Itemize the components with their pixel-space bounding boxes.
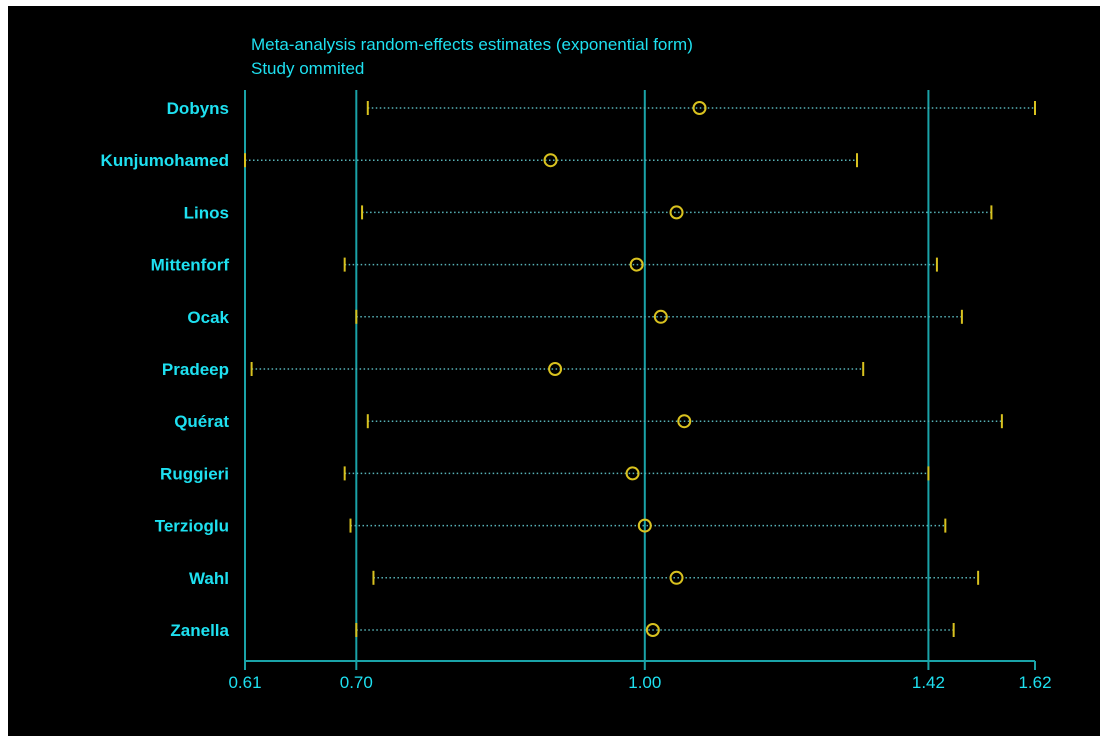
estimate-marker <box>677 414 692 429</box>
study-row: Kunjumohamed <box>101 151 859 170</box>
chart-frame: Meta-analysis random-effects estimates (… <box>8 6 1100 736</box>
study-row: Ruggieri <box>160 464 930 483</box>
study-label: Mittenforf <box>151 256 230 275</box>
study-label: Ocak <box>187 308 229 327</box>
study-row: Dobyns <box>167 99 1036 118</box>
study-label: Dobyns <box>167 99 229 118</box>
study-label: Kunjumohamed <box>101 151 229 170</box>
estimate-marker <box>548 362 563 376</box>
estimate-marker <box>653 309 668 324</box>
study-row: Linos <box>184 203 993 222</box>
study-row: Zanella <box>170 621 955 640</box>
study-row: Terzioglu <box>155 517 947 536</box>
study-row: Ocak <box>187 308 963 327</box>
study-label: Ruggieri <box>160 464 229 483</box>
estimate-marker <box>625 466 640 481</box>
study-label: Wahl <box>189 569 229 588</box>
study-label: Linos <box>184 203 229 222</box>
x-tick-label: 1.42 <box>912 673 945 692</box>
estimate-marker <box>692 101 707 115</box>
reference-lines <box>244 90 930 661</box>
study-row: Pradeep <box>162 360 865 379</box>
chart-title: Meta-analysis random-effects estimates (… <box>251 35 693 54</box>
study-label: Terzioglu <box>155 517 229 536</box>
x-tick-label: 1.00 <box>628 673 661 692</box>
study-label: Pradeep <box>162 360 229 379</box>
study-row: Quérat <box>174 412 1003 431</box>
study-rows: Dobyns Kunjumohamed Linos Mittenforf Ocak Pra… <box>101 99 1036 640</box>
x-tick-label: 1.62 <box>1018 673 1051 692</box>
estimate-marker <box>645 623 660 637</box>
x-tick-label: 0.70 <box>340 673 373 692</box>
estimate-marker <box>637 518 652 533</box>
study-row: Mittenforf <box>151 256 938 275</box>
study-row: Wahl <box>189 569 980 588</box>
x-axis: 0.61 0.70 1.00 1.42 1.62 <box>228 660 1052 692</box>
study-label: Zanella <box>170 621 229 640</box>
chart-subtitle: Study ommited <box>251 59 364 78</box>
study-label: Quérat <box>174 412 229 431</box>
forest-plot: Meta-analysis random-effects estimates (… <box>101 35 1052 692</box>
estimate-marker <box>543 153 558 168</box>
estimate-marker <box>669 205 684 220</box>
estimate-marker <box>669 570 684 585</box>
x-tick-label: 0.61 <box>228 673 261 692</box>
estimate-marker <box>629 257 644 272</box>
